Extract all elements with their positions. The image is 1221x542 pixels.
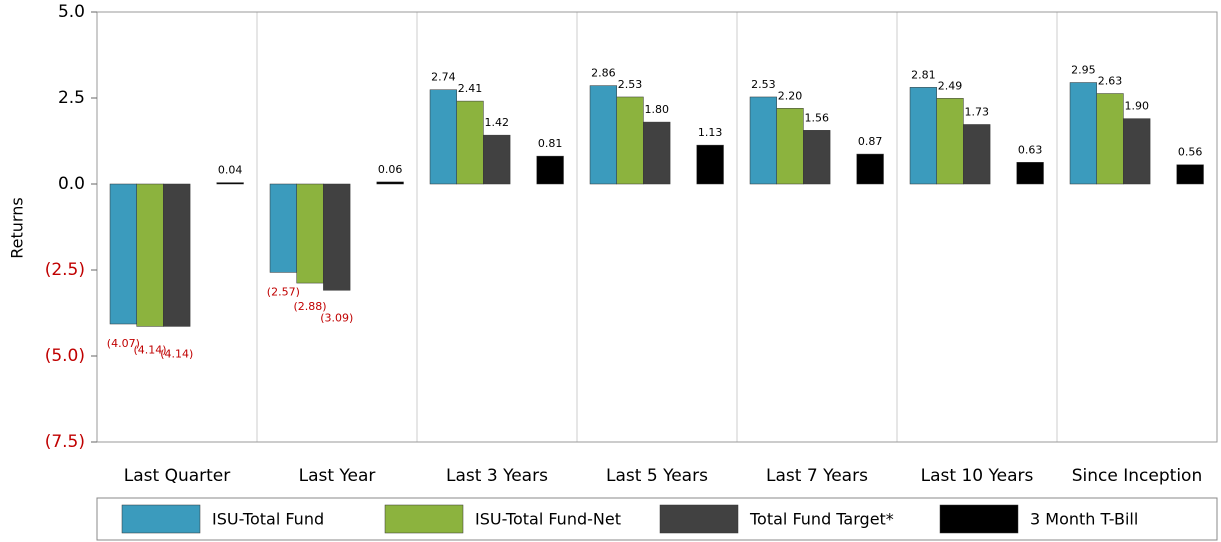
bar [616, 96, 644, 185]
legend-label: ISU-Total Fund [212, 510, 324, 529]
value-label: 1.73 [965, 105, 990, 118]
bar [1176, 164, 1204, 185]
legend-label: 3 Month T-Bill [1030, 510, 1138, 529]
value-label: (2.88) [294, 300, 327, 313]
bar [856, 153, 884, 185]
bar [1096, 93, 1124, 185]
y-tick-label: 5.0 [58, 2, 85, 22]
value-label: 2.53 [751, 78, 776, 91]
y-tick-label: (2.5) [45, 260, 85, 280]
value-label: 2.86 [591, 67, 616, 80]
value-label: 1.80 [645, 103, 670, 116]
bar [909, 87, 937, 185]
value-label: 0.56 [1178, 146, 1203, 159]
y-tick-label: 0.0 [58, 174, 85, 194]
bar [936, 98, 964, 185]
legend-swatch [659, 504, 739, 534]
y-axis-label: Returns [8, 197, 27, 258]
value-label: (4.14) [160, 347, 193, 360]
legend-label: Total Fund Target* [749, 510, 894, 529]
bar [323, 183, 351, 291]
y-tick-label: 2.5 [58, 88, 85, 108]
plot-frame [96, 11, 1218, 443]
value-label: 0.04 [218, 164, 243, 177]
bar [536, 155, 564, 185]
bar [269, 183, 297, 273]
bar [749, 96, 777, 185]
value-label: 0.81 [538, 137, 563, 150]
bar [1069, 82, 1097, 185]
value-label: 1.42 [485, 116, 510, 129]
bar [803, 130, 831, 185]
bar [589, 85, 617, 185]
value-label: 2.63 [1098, 75, 1123, 88]
legend-box [96, 497, 1218, 541]
bar [376, 181, 404, 185]
x-tick-label: Last 7 Years [766, 466, 868, 486]
value-label: 2.74 [431, 71, 456, 84]
value-label: (2.57) [267, 285, 300, 298]
bar [109, 183, 137, 325]
value-label: 2.49 [938, 79, 963, 92]
x-tick-label: Last Year [299, 466, 376, 486]
legend-swatch [939, 504, 1019, 534]
x-tick-label: Last 10 Years [921, 466, 1034, 486]
value-label: 2.81 [911, 68, 936, 81]
bar [483, 134, 511, 185]
value-label: 2.95 [1071, 64, 1096, 77]
x-tick-label: Last 3 Years [446, 466, 548, 486]
bar [163, 183, 191, 327]
bar [696, 144, 724, 185]
value-label: 0.87 [858, 135, 883, 148]
value-label: 2.53 [618, 78, 643, 91]
value-label: (4.14) [134, 343, 167, 356]
bar [456, 100, 484, 185]
x-tick-label: Last Quarter [124, 466, 231, 486]
value-label: 1.56 [805, 111, 830, 124]
bar [963, 124, 991, 185]
value-label: 2.41 [458, 82, 483, 95]
bar [429, 89, 457, 185]
value-label: 0.06 [378, 163, 403, 176]
bar [296, 183, 324, 284]
bar [216, 182, 244, 185]
value-label: 1.90 [1125, 100, 1150, 113]
value-label: (3.09) [320, 311, 353, 324]
bar [1016, 162, 1044, 185]
value-label: 0.63 [1018, 143, 1043, 156]
bar [643, 121, 671, 185]
legend-swatch [121, 504, 201, 534]
bar [136, 183, 164, 327]
value-label: 2.20 [778, 89, 803, 102]
value-label: (4.07) [107, 337, 140, 350]
bar [1123, 118, 1151, 185]
x-tick-label: Since Inception [1072, 466, 1202, 486]
y-tick-label: (7.5) [45, 432, 85, 452]
bar [776, 108, 804, 185]
y-tick-label: (5.0) [45, 346, 85, 366]
value-label: 1.13 [698, 126, 723, 139]
legend-swatch [384, 504, 464, 534]
legend-label: ISU-Total Fund-Net [475, 510, 621, 529]
x-tick-label: Last 5 Years [606, 466, 708, 486]
